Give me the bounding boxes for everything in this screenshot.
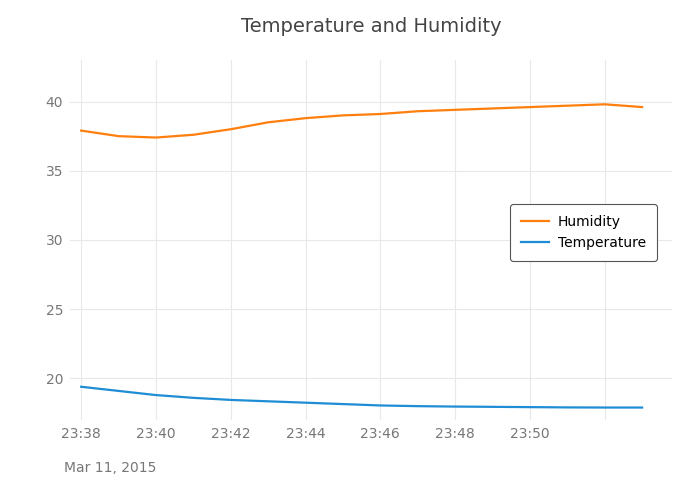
Humidity bbox=[638, 104, 646, 110]
Text: Mar 11, 2015: Mar 11, 2015 bbox=[64, 462, 156, 475]
Temperature bbox=[526, 404, 534, 410]
Title: Temperature and Humidity: Temperature and Humidity bbox=[241, 17, 501, 36]
Humidity bbox=[489, 106, 497, 112]
Humidity bbox=[376, 111, 384, 117]
Temperature bbox=[563, 404, 571, 410]
Temperature bbox=[638, 404, 646, 410]
Temperature bbox=[114, 388, 122, 394]
Humidity bbox=[414, 108, 422, 114]
Humidity bbox=[451, 107, 459, 113]
Temperature bbox=[77, 384, 85, 390]
Humidity bbox=[563, 102, 571, 108]
Humidity bbox=[114, 133, 122, 139]
Temperature bbox=[601, 404, 609, 410]
Line: Humidity: Humidity bbox=[81, 104, 642, 138]
Temperature bbox=[264, 398, 272, 404]
Temperature bbox=[227, 397, 235, 403]
Temperature bbox=[189, 395, 197, 401]
Line: Temperature: Temperature bbox=[81, 387, 642, 407]
Temperature bbox=[376, 402, 384, 408]
Humidity bbox=[302, 115, 310, 121]
Humidity bbox=[601, 102, 609, 107]
Humidity bbox=[189, 132, 197, 138]
Temperature bbox=[152, 392, 160, 398]
Humidity bbox=[152, 134, 160, 140]
Humidity bbox=[264, 120, 272, 126]
Humidity bbox=[526, 104, 534, 110]
Temperature bbox=[451, 404, 459, 409]
Temperature bbox=[414, 403, 422, 409]
Legend: Humidity, Temperature: Humidity, Temperature bbox=[510, 204, 657, 261]
Humidity bbox=[227, 126, 235, 132]
Temperature bbox=[339, 401, 347, 407]
Humidity bbox=[339, 112, 347, 118]
Temperature bbox=[489, 404, 497, 410]
Temperature bbox=[302, 400, 310, 406]
Humidity bbox=[77, 128, 85, 134]
